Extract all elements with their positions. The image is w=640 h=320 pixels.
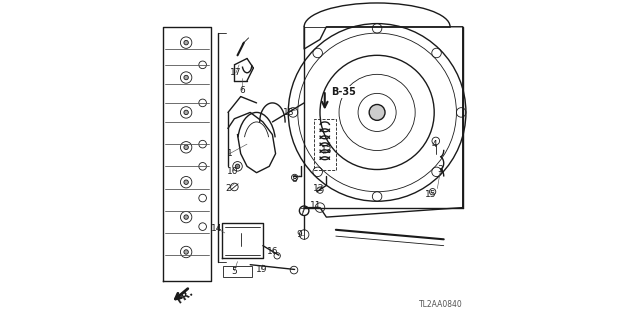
Circle shape — [236, 164, 240, 169]
Text: 18: 18 — [282, 108, 294, 117]
Text: 13: 13 — [321, 146, 332, 155]
Text: 16: 16 — [267, 247, 278, 257]
Circle shape — [184, 75, 188, 80]
Circle shape — [184, 40, 188, 45]
Text: 12: 12 — [313, 184, 324, 193]
Bar — [223, 266, 252, 277]
Text: 4: 4 — [431, 140, 437, 148]
Text: 3: 3 — [438, 165, 444, 174]
Text: 15: 15 — [425, 190, 436, 199]
Text: 14: 14 — [211, 224, 223, 233]
Circle shape — [184, 215, 188, 219]
Text: 5: 5 — [232, 267, 237, 276]
Text: 11: 11 — [310, 202, 321, 211]
Text: 6: 6 — [239, 86, 245, 95]
Text: 17: 17 — [230, 68, 242, 77]
Text: 2: 2 — [225, 184, 231, 193]
Text: 1: 1 — [227, 149, 232, 158]
Text: 7: 7 — [300, 208, 305, 217]
Text: 8: 8 — [292, 174, 298, 184]
Circle shape — [184, 110, 188, 115]
Text: FR.: FR. — [175, 287, 195, 306]
Text: 10: 10 — [227, 167, 239, 176]
Circle shape — [184, 250, 188, 254]
Circle shape — [184, 145, 188, 149]
Text: 9: 9 — [296, 230, 302, 239]
Text: 19: 19 — [255, 265, 267, 274]
Bar — [314, 119, 336, 170]
Circle shape — [369, 105, 385, 120]
Text: TL2AA0840: TL2AA0840 — [419, 300, 463, 309]
Circle shape — [184, 180, 188, 184]
Text: B-35: B-35 — [331, 87, 356, 97]
